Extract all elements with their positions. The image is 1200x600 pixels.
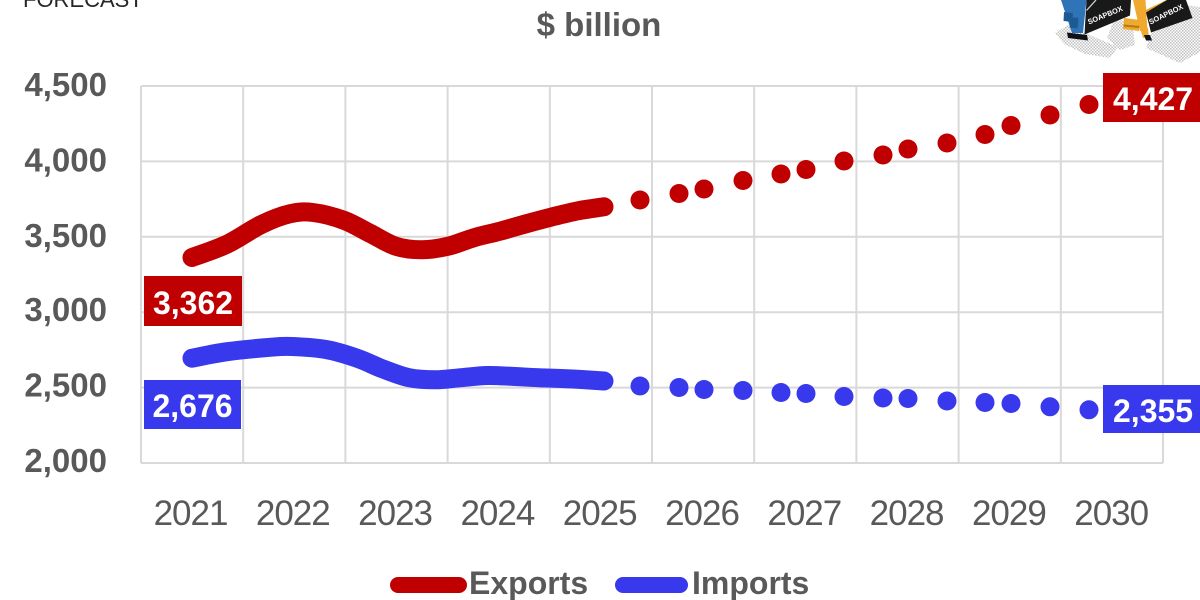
svg-text:2,676: 2,676 bbox=[152, 388, 232, 424]
svg-text:2025: 2025 bbox=[563, 494, 637, 533]
svg-text:2022: 2022 bbox=[256, 494, 330, 533]
svg-text:2,000: 2,000 bbox=[24, 442, 107, 479]
svg-text:3,000: 3,000 bbox=[24, 291, 107, 328]
svg-text:2,500: 2,500 bbox=[24, 367, 107, 404]
svg-text:FORECAST: FORECAST bbox=[23, 0, 143, 12]
svg-text:2027: 2027 bbox=[767, 494, 841, 533]
svg-text:2028: 2028 bbox=[870, 494, 944, 533]
svg-text:4,500: 4,500 bbox=[24, 66, 107, 103]
svg-text:3,362: 3,362 bbox=[153, 285, 233, 321]
svg-text:4,427: 4,427 bbox=[1113, 81, 1193, 117]
svg-text:$ billion: $ billion bbox=[537, 6, 662, 43]
svg-text:4,000: 4,000 bbox=[24, 141, 107, 178]
svg-text:2021: 2021 bbox=[154, 494, 228, 533]
svg-text:2024: 2024 bbox=[460, 494, 534, 533]
svg-text:2,355: 2,355 bbox=[1113, 393, 1193, 429]
svg-text:2030: 2030 bbox=[1074, 494, 1148, 533]
svg-text:3,500: 3,500 bbox=[24, 217, 107, 254]
svg-text:2029: 2029 bbox=[972, 494, 1046, 533]
svg-text:2023: 2023 bbox=[358, 494, 432, 533]
svg-text:Imports: Imports bbox=[692, 565, 809, 600]
svg-text:2026: 2026 bbox=[665, 494, 739, 533]
svg-text:Exports: Exports bbox=[469, 565, 588, 600]
